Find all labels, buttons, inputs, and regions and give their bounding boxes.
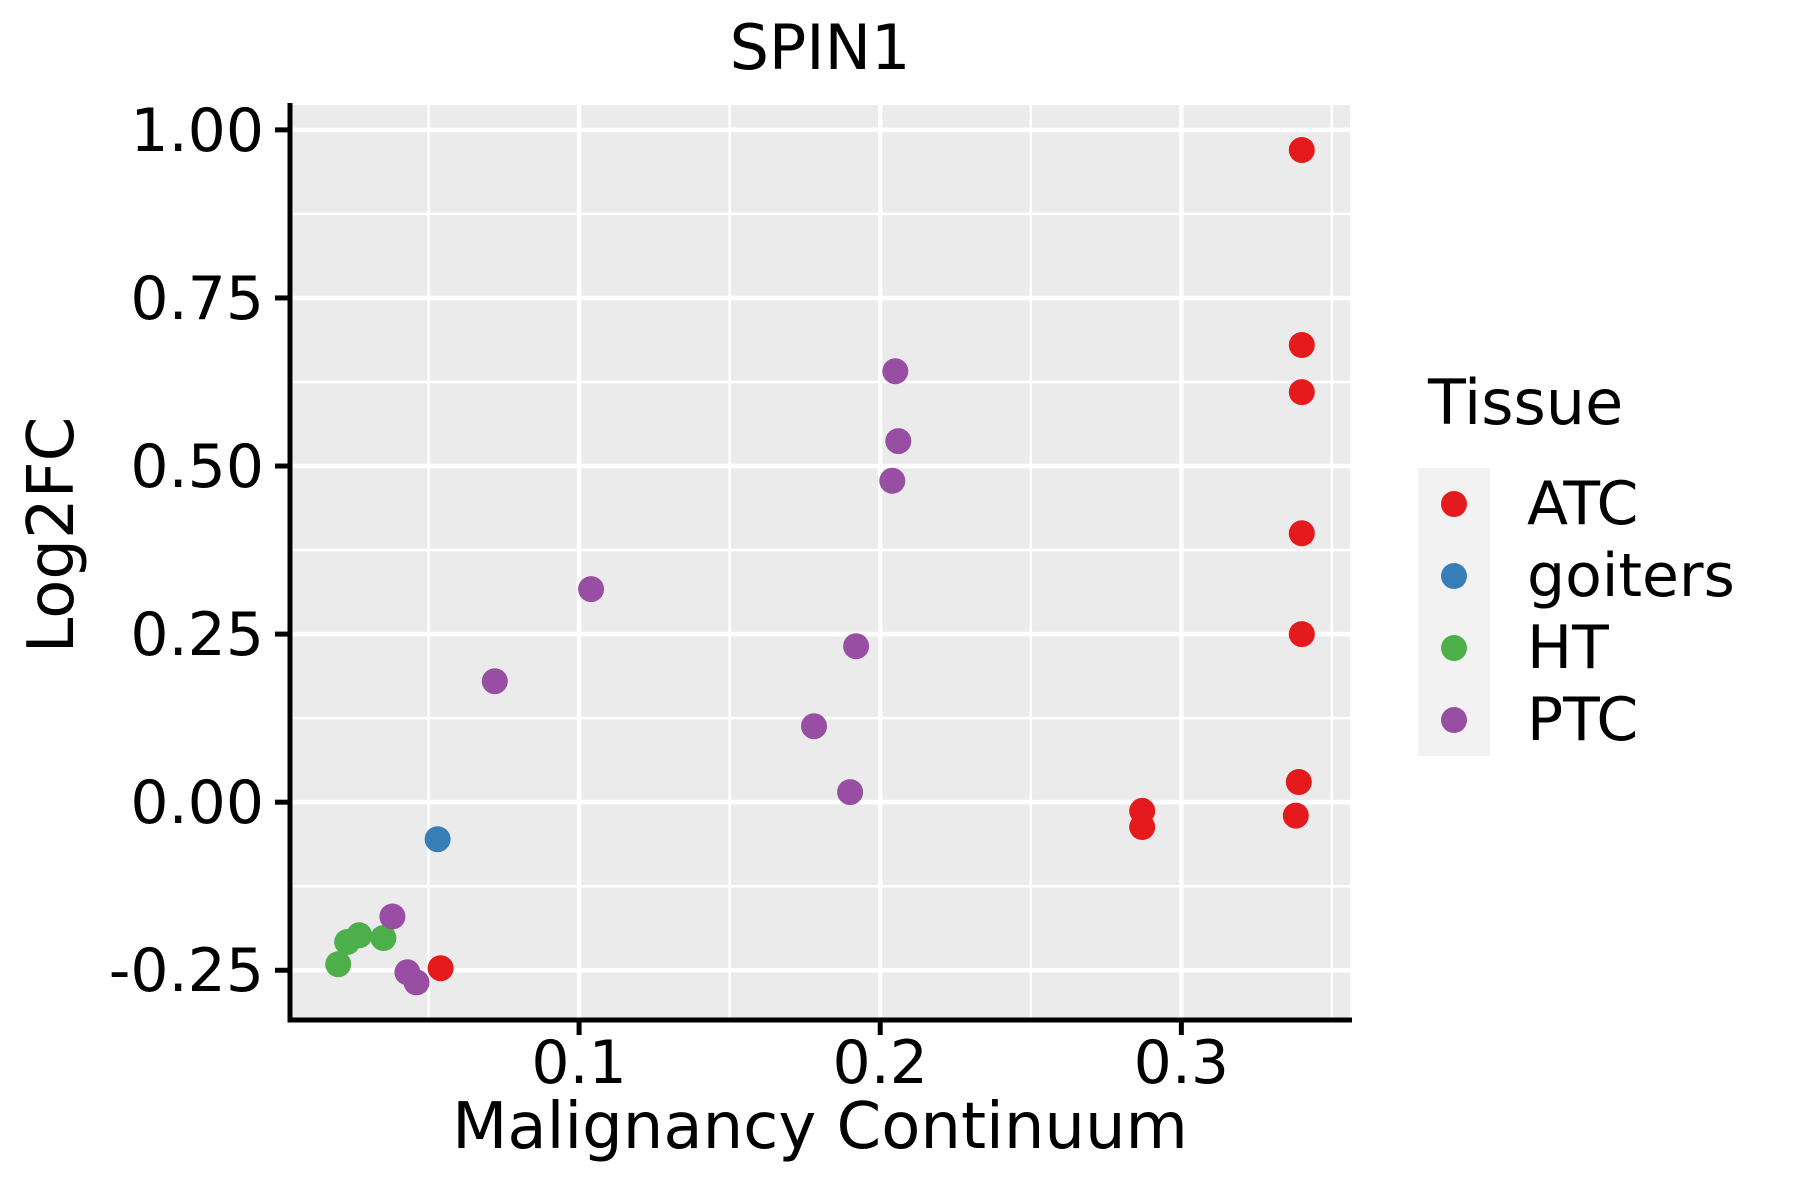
data-point [481, 668, 508, 695]
data-point [837, 779, 864, 806]
data-point [885, 428, 912, 455]
legend-label-ATC: ATC [1527, 469, 1639, 539]
data-point [1288, 520, 1315, 547]
x-axis-title: Malignancy Continuum [452, 1090, 1188, 1164]
data-point [1288, 332, 1315, 358]
data-point [1288, 621, 1315, 648]
x-tick-label: 0.3 [1134, 1028, 1229, 1098]
legend-item-HT: HT [1418, 612, 1735, 684]
data-point [325, 951, 352, 978]
data-point [424, 826, 451, 853]
data-point [1288, 379, 1315, 406]
legend-title: Tissue [1428, 366, 1624, 439]
data-point [1288, 137, 1315, 163]
plot-panel [290, 105, 1350, 1020]
legend-item-goiters: goiters [1418, 540, 1735, 612]
data-point [427, 955, 454, 982]
y-tick-label: 0.75 [130, 264, 264, 334]
legend-swatch-HT-icon [1441, 635, 1467, 661]
legend-label-PTC: PTC [1527, 685, 1639, 755]
data-point [801, 713, 827, 740]
legend-swatch-goiters-icon [1441, 563, 1467, 589]
x-tick-label: 0.2 [833, 1028, 928, 1098]
data-point [1285, 769, 1312, 795]
legend-swatch-ATC-icon [1441, 491, 1467, 517]
data-point [882, 358, 909, 385]
y-tick-label: 0.50 [130, 432, 264, 502]
plot-title: SPIN1 [729, 11, 911, 84]
y-tick-label: 1.00 [130, 96, 264, 166]
data-point [843, 633, 870, 660]
data-point [346, 922, 373, 949]
data-point [1129, 814, 1156, 840]
legend-label-goiters: goiters [1527, 541, 1735, 611]
data-point [879, 467, 906, 494]
legend-label-HT: HT [1527, 613, 1609, 683]
x-tick-label: 0.1 [531, 1028, 626, 1098]
data-point [1282, 802, 1309, 829]
y-tick-label: 0.25 [130, 600, 264, 670]
data-point [578, 576, 605, 603]
legend-swatch-PTC-icon [1441, 707, 1467, 733]
data-point [370, 925, 397, 951]
data-point [403, 969, 430, 996]
y-tick-label: 0.00 [130, 768, 264, 838]
legend: ATC goiters HT PTC [1418, 468, 1735, 756]
y-axis-title: Log2FC [15, 416, 89, 654]
data-point [379, 903, 406, 930]
legend-item-ATC: ATC [1418, 468, 1735, 540]
y-tick-label: -0.25 [109, 936, 264, 1006]
legend-item-PTC: PTC [1418, 684, 1735, 756]
